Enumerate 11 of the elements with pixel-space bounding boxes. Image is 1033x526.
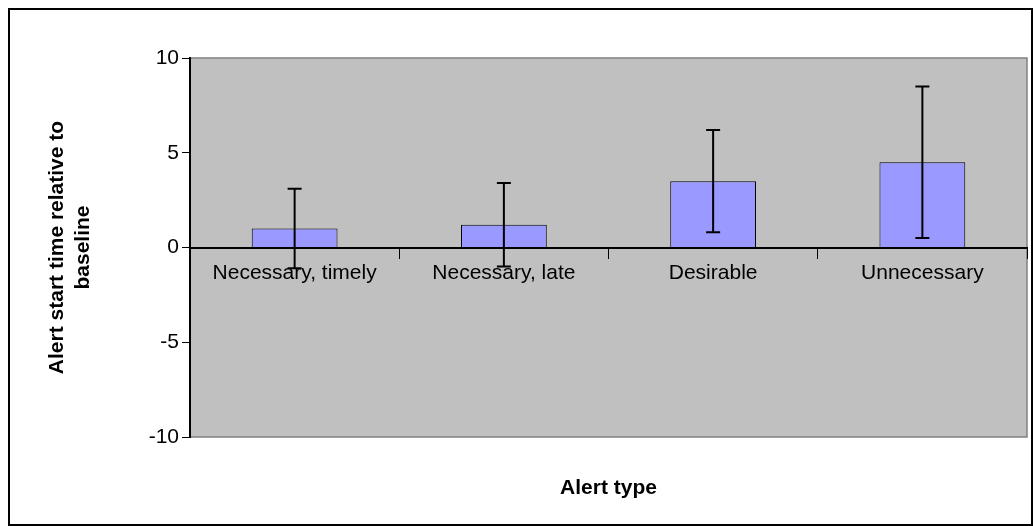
x-tick-label: Necessary, late (432, 259, 576, 283)
x-tick-label: Desirable (668, 259, 758, 283)
y-axis-title: Alert start time relative to baseline (43, 120, 93, 375)
x-tick-label: Necessary, timely (212, 259, 378, 283)
y-tick-label: 0 (167, 234, 179, 258)
x-tick-label: Unnecessary (861, 259, 985, 283)
y-tick-label: 10 (155, 44, 179, 68)
x-axis-title: Alert type (560, 474, 657, 498)
y-tick-label: 5 (167, 139, 179, 163)
y-tick-label: -5 (160, 329, 179, 353)
y-tick-label: -10 (148, 423, 179, 447)
